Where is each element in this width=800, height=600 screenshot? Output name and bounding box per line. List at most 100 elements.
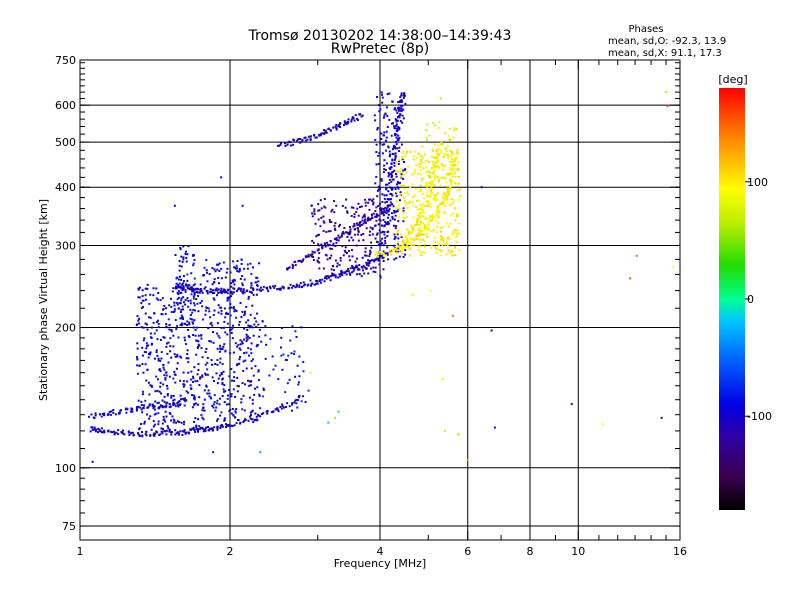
echo-point (232, 307, 235, 310)
echo-point (192, 377, 195, 380)
echo-point (382, 268, 385, 271)
trace-point (175, 287, 178, 290)
trace-point (413, 239, 416, 242)
echo-point (204, 286, 207, 289)
trace-point (446, 194, 449, 197)
echo-point (251, 409, 254, 412)
echo-point (170, 330, 173, 333)
echo-point (434, 241, 437, 244)
trace-point (405, 236, 408, 239)
trace-point (265, 286, 268, 289)
trace-point (294, 286, 297, 289)
echo-point (155, 287, 158, 290)
echo-point (234, 342, 237, 345)
trace-point (396, 128, 399, 131)
echo-point (451, 233, 454, 236)
echo-point (354, 233, 357, 236)
echo-point (441, 240, 444, 243)
trace-point (396, 111, 399, 114)
echo-point (178, 264, 181, 267)
echo-point (157, 401, 160, 404)
trace-point (440, 141, 443, 144)
trace-point (121, 431, 124, 434)
echo-point (449, 214, 452, 217)
echo-point (238, 267, 241, 270)
echo-point (446, 196, 449, 199)
echo-point (329, 220, 332, 223)
echo-point (195, 353, 198, 356)
echo-point (157, 378, 160, 381)
echo-point (186, 323, 189, 326)
trace-point (287, 141, 290, 144)
echo-point (180, 356, 183, 359)
trace-point (396, 116, 399, 119)
echo-point (231, 379, 234, 382)
echo-point (414, 187, 417, 190)
trace-point (431, 183, 434, 186)
trace-point (337, 239, 340, 242)
echo-point (204, 363, 207, 366)
echo-point (247, 295, 250, 298)
echo-point (182, 296, 185, 299)
trace-point (97, 431, 100, 434)
echo-point (394, 192, 397, 195)
echo-point (208, 273, 211, 276)
echo-point (222, 345, 225, 348)
echo-point (441, 243, 444, 246)
echo-point (339, 257, 342, 260)
echo-point (328, 218, 331, 221)
echo-point (154, 412, 157, 415)
echo-point (180, 324, 183, 327)
echo-point (220, 309, 223, 312)
echo-point (360, 205, 363, 208)
trace-point (323, 242, 326, 245)
y-tick-label: 400 (55, 181, 76, 194)
echo-point (186, 273, 189, 276)
echo-point (157, 412, 160, 415)
trace-point (381, 254, 384, 257)
echo-point (143, 420, 146, 423)
trace-point (276, 407, 279, 410)
echo-point (396, 147, 399, 150)
echo-point (243, 338, 246, 341)
echo-point (439, 254, 442, 257)
trace-point (198, 291, 201, 294)
trace-point (341, 271, 344, 274)
trace-point (387, 230, 390, 233)
echo-point (417, 249, 420, 252)
trace-point (443, 191, 446, 194)
echo-point (207, 327, 210, 330)
echo-point (436, 161, 439, 164)
trace-point (329, 279, 332, 282)
trace-point (433, 176, 436, 179)
echo-point (365, 227, 368, 230)
echo-point (404, 203, 407, 206)
echo-point (173, 373, 176, 376)
echo-point (417, 231, 420, 234)
echo-point (369, 230, 372, 233)
trace-point (196, 287, 199, 290)
echo-point (272, 368, 275, 371)
echo-point (277, 378, 280, 381)
trace-point (338, 273, 341, 276)
echo-point (436, 210, 439, 213)
echo-point (357, 229, 360, 232)
echo-point (236, 384, 239, 387)
echo-point (393, 233, 396, 236)
trace-point (420, 211, 423, 214)
trace-point (170, 433, 173, 436)
echo-point (447, 154, 450, 157)
trace-point (377, 214, 380, 217)
trace-point (219, 291, 222, 294)
echo-point (289, 339, 292, 342)
trace-point (356, 268, 359, 271)
trace-point (93, 428, 96, 431)
echo-point (398, 158, 401, 161)
echo-point (255, 320, 258, 323)
echo-point (239, 348, 242, 351)
echo-point (156, 298, 159, 301)
echo-point (229, 314, 232, 317)
trace-point (394, 134, 397, 137)
echo-point (171, 415, 174, 418)
echo-point (443, 211, 446, 214)
